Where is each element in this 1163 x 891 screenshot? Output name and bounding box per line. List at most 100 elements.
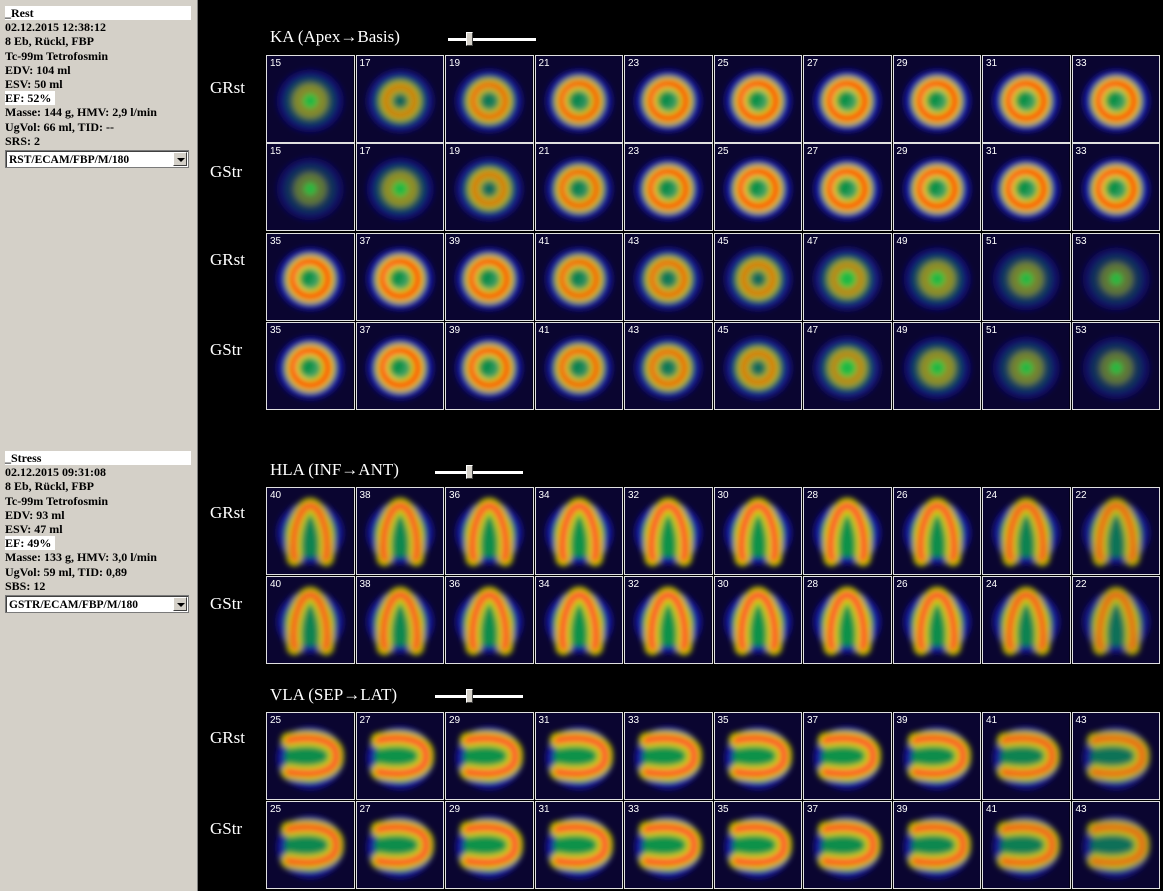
- slice-image[interactable]: 40: [266, 576, 355, 664]
- slice-image[interactable]: 39: [445, 233, 534, 321]
- slice-image[interactable]: 43: [1071, 712, 1160, 800]
- slice-image[interactable]: 33: [624, 712, 713, 800]
- slice-image[interactable]: 33: [624, 801, 713, 889]
- slice-image[interactable]: 26: [892, 487, 981, 575]
- slice-image[interactable]: 37: [803, 801, 892, 889]
- chevron-down-icon[interactable]: [173, 152, 187, 167]
- slice-image[interactable]: 19: [445, 143, 534, 231]
- study-line: 8 Eb, Rückl, FBP: [5, 479, 95, 494]
- slice-image[interactable]: 33: [1071, 143, 1160, 231]
- slice-image[interactable]: 26: [892, 576, 981, 664]
- slice-number: 33: [1075, 58, 1087, 69]
- slice-image[interactable]: 29: [892, 143, 981, 231]
- slice-image[interactable]: 23: [624, 55, 713, 143]
- slice-slider-ka[interactable]: [448, 32, 536, 46]
- slice-slider-vla[interactable]: [435, 689, 523, 703]
- slice-image[interactable]: 39: [892, 712, 981, 800]
- slice-image[interactable]: 45: [713, 322, 802, 410]
- slice-image[interactable]: 41: [982, 801, 1071, 889]
- slice-image[interactable]: 31: [534, 801, 623, 889]
- slice-image[interactable]: 47: [803, 233, 892, 321]
- slice-image[interactable]: 34: [534, 487, 623, 575]
- slice-image[interactable]: 37: [355, 322, 444, 410]
- slice-image[interactable]: 45: [713, 233, 802, 321]
- slice-image[interactable]: 30: [713, 576, 802, 664]
- slice-image[interactable]: 24: [982, 487, 1071, 575]
- slice-image[interactable]: 32: [624, 487, 713, 575]
- slice-image[interactable]: 17: [355, 143, 444, 231]
- slice-image[interactable]: 32: [624, 576, 713, 664]
- slice-image[interactable]: 15: [266, 143, 355, 231]
- slice-image[interactable]: 28: [803, 487, 892, 575]
- slice-image[interactable]: 43: [624, 322, 713, 410]
- slice-image[interactable]: 29: [892, 55, 981, 143]
- slice-image[interactable]: 35: [266, 233, 355, 321]
- slice-image[interactable]: 38: [355, 576, 444, 664]
- slice-image[interactable]: 43: [1071, 801, 1160, 889]
- slice-image[interactable]: 21: [534, 55, 623, 143]
- slice-image[interactable]: 41: [534, 233, 623, 321]
- slice-image[interactable]: 27: [355, 712, 444, 800]
- slice-image[interactable]: 37: [355, 233, 444, 321]
- slice-image[interactable]: 29: [445, 712, 534, 800]
- chevron-down-icon[interactable]: [173, 597, 187, 612]
- slice-image[interactable]: 41: [534, 322, 623, 410]
- slice-number: 43: [628, 236, 640, 247]
- slice-image[interactable]: 35: [713, 712, 802, 800]
- slice-image[interactable]: 35: [713, 801, 802, 889]
- slice-image[interactable]: 27: [803, 55, 892, 143]
- slice-image[interactable]: 25: [713, 143, 802, 231]
- slice-image[interactable]: 31: [982, 55, 1071, 143]
- slice-image[interactable]: 24: [982, 576, 1071, 664]
- slice-image[interactable]: 25: [266, 801, 355, 889]
- slice-image[interactable]: 39: [445, 322, 534, 410]
- slice-image[interactable]: 23: [624, 143, 713, 231]
- slice-image[interactable]: 25: [713, 55, 802, 143]
- slice-image[interactable]: 53: [1071, 322, 1160, 410]
- slice-image[interactable]: 36: [445, 487, 534, 575]
- slider-thumb[interactable]: [465, 689, 473, 703]
- slice-image[interactable]: 27: [803, 143, 892, 231]
- slice-slider-hla[interactable]: [435, 465, 523, 479]
- slice-image[interactable]: 51: [982, 322, 1071, 410]
- slice-image[interactable]: 47: [803, 322, 892, 410]
- slice-strip: 40 38 36 34 32 30 28 26 24 22: [266, 487, 1161, 575]
- slice-image[interactable]: 51: [982, 233, 1071, 321]
- slice-heatmap: [625, 144, 712, 230]
- slice-image[interactable]: 43: [624, 233, 713, 321]
- slice-image[interactable]: 28: [803, 576, 892, 664]
- slice-image[interactable]: 41: [982, 712, 1071, 800]
- slice-image[interactable]: 27: [355, 801, 444, 889]
- slice-heatmap: [535, 144, 622, 230]
- slice-image[interactable]: 40: [266, 487, 355, 575]
- slice-image[interactable]: 22: [1071, 576, 1160, 664]
- slider-thumb[interactable]: [465, 465, 473, 479]
- dataset-select[interactable]: GSTR/ECAM/FBP/M/180: [5, 595, 189, 614]
- slice-image[interactable]: 29: [445, 801, 534, 889]
- slice-image[interactable]: 37: [803, 712, 892, 800]
- slice-heatmap: [714, 56, 801, 142]
- slice-image[interactable]: 22: [1071, 487, 1160, 575]
- slice-image[interactable]: 49: [892, 233, 981, 321]
- slice-image[interactable]: 39: [892, 801, 981, 889]
- slice-number: 28: [807, 579, 819, 590]
- slice-image[interactable]: 21: [534, 143, 623, 231]
- dataset-select[interactable]: RST/ECAM/FBP/M/180: [5, 150, 189, 169]
- slice-image[interactable]: 25: [266, 712, 355, 800]
- slice-image[interactable]: 33: [1071, 55, 1160, 143]
- slice-image[interactable]: 19: [445, 55, 534, 143]
- slice-image[interactable]: 35: [266, 322, 355, 410]
- slider-thumb[interactable]: [465, 32, 473, 46]
- slice-image[interactable]: 31: [534, 712, 623, 800]
- slice-image[interactable]: 17: [355, 55, 444, 143]
- study-info-panel: _Rest 02.12.2015 12:38:12 8 Eb, Rückl, F…: [0, 0, 198, 891]
- slice-image[interactable]: 49: [892, 322, 981, 410]
- slice-image[interactable]: 31: [982, 143, 1071, 231]
- slice-image[interactable]: 38: [355, 487, 444, 575]
- slice-image[interactable]: 53: [1071, 233, 1160, 321]
- esv-value: ESV: 47 ml: [5, 522, 63, 537]
- slice-image[interactable]: 34: [534, 576, 623, 664]
- slice-image[interactable]: 36: [445, 576, 534, 664]
- slice-image[interactable]: 15: [266, 55, 355, 143]
- slice-image[interactable]: 30: [713, 487, 802, 575]
